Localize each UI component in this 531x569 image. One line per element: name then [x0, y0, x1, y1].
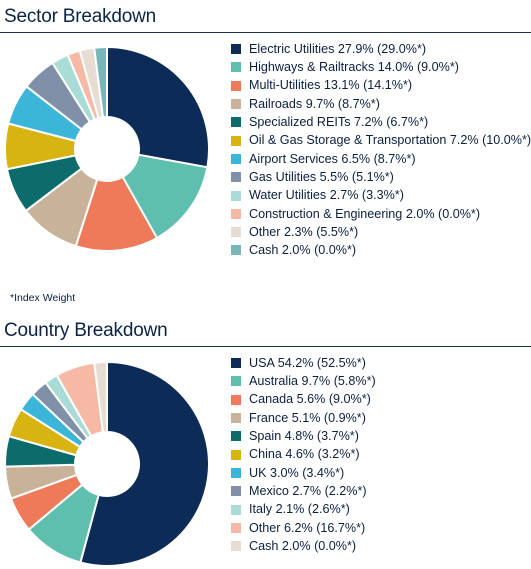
legend-label-electric-utilities: Electric Utilities 27.9% (29.0%*)	[249, 41, 427, 56]
legend-swatch-cash	[231, 541, 241, 552]
legend-swatch-china	[231, 449, 241, 460]
index-weight-footnote: *Index Weight	[10, 292, 76, 304]
legend-label-france: France 5.1% (0.9%*)	[249, 410, 366, 425]
legend-item-gas-utilities: Gas Utilities 5.5% (5.1%*)	[231, 168, 531, 186]
legend-item-spain: Spain 4.8% (3.7%*)	[231, 427, 376, 445]
legend-label-spain: Spain 4.8% (3.7%*)	[249, 429, 359, 444]
legend-item-australia: Australia 9.7% (5.8%*)	[231, 372, 376, 390]
country-title-divider	[0, 346, 531, 347]
legend-swatch-oil-and-gas-storage-and-transportation	[231, 135, 241, 146]
legend-swatch-airport-services	[231, 153, 241, 164]
legend-item-italy: Italy 2.1% (2.6%*)	[231, 500, 376, 518]
legend-swatch-cash	[231, 245, 241, 256]
legend-label-italy: Italy 2.1% (2.6%*)	[249, 502, 350, 517]
legend-label-specialized-reits: Specialized REITs 7.2% (6.7%*)	[249, 115, 429, 130]
legend-label-gas-utilities: Gas Utilities 5.5% (5.1%*)	[249, 169, 394, 184]
legend-swatch-france	[231, 413, 241, 424]
legend-label-cash: Cash 2.0% (0.0%*)	[249, 538, 357, 553]
sector-donut-chart	[4, 45, 210, 252]
legend-swatch-canada	[231, 394, 241, 405]
legend-swatch-other	[231, 227, 241, 238]
legend-swatch-railroads	[231, 99, 241, 110]
legend-item-airport-services: Airport Services 6.5% (8.7%*)	[231, 150, 531, 168]
slice-electric-utilities	[106, 45, 210, 169]
legend-item-cash: Cash 2.0% (0.0%*)	[231, 241, 531, 259]
legend-swatch-construction-and-engineering	[231, 208, 241, 219]
country-donut-chart	[4, 360, 210, 567]
legend-item-mexico: Mexico 2.7% (2.2%*)	[231, 482, 376, 500]
legend-item-cash: Cash 2.0% (0.0%*)	[231, 537, 376, 555]
legend-item-multi-utilities: Multi-Utilities 13.1% (14.1%*)	[231, 77, 531, 95]
sector-breakdown-title: Sector Breakdown	[4, 6, 157, 27]
legend-label-canada: Canada 5.6% (9.0%*)	[249, 392, 371, 407]
slice-cash	[93, 360, 108, 434]
legend-label-mexico: Mexico 2.7% (2.2%*)	[249, 483, 367, 498]
legend-label-china: China 4.6% (3.2%*)	[249, 447, 360, 462]
legend-item-usa: USA 54.2% (52.5%*)	[231, 354, 376, 372]
legend-item-electric-utilities: Electric Utilities 27.9% (29.0%*)	[231, 40, 531, 58]
legend-swatch-water-utilities	[231, 190, 241, 201]
country-legend: USA 54.2% (52.5%*) Australia 9.7% (5.8%*)…	[231, 354, 376, 555]
legend-swatch-mexico	[231, 486, 241, 497]
slice-usa	[79, 360, 210, 567]
legend-swatch-multi-utilities	[231, 80, 241, 91]
legend-label-oil-and-gas-storage-and-transportation: Oil & Gas Storage & Transportation 7.2% …	[249, 133, 531, 148]
legend-label-australia: Australia 9.7% (5.8%*)	[249, 374, 376, 389]
legend-item-highways-and-railtracks: Highways & Railtracks 14.0% (9.0%*)	[231, 58, 531, 76]
legend-swatch-highways-and-railtracks	[231, 62, 241, 73]
legend-label-water-utilities: Water Utilities 2.7% (3.3%*)	[249, 188, 404, 203]
legend-swatch-other	[231, 522, 241, 533]
legend-label-cash: Cash 2.0% (0.0%*)	[249, 243, 357, 258]
slice-cash	[93, 45, 108, 119]
legend-label-uk: UK 3.0% (3.4%*)	[249, 465, 345, 480]
sector-title-divider	[0, 32, 531, 33]
legend-swatch-spain	[231, 431, 241, 442]
legend-item-specialized-reits: Specialized REITs 7.2% (6.7%*)	[231, 113, 531, 131]
legend-swatch-specialized-reits	[231, 117, 241, 128]
country-breakdown-title: Country Breakdown	[4, 320, 168, 341]
legend-label-airport-services: Airport Services 6.5% (8.7%*)	[249, 151, 416, 166]
legend-label-usa: USA 54.2% (52.5%*)	[249, 355, 366, 370]
legend-label-other: Other 6.2% (16.7%*)	[249, 520, 366, 535]
legend-swatch-gas-utilities	[231, 172, 241, 183]
legend-item-oil-and-gas-storage-and-transportation: Oil & Gas Storage & Transportation 7.2% …	[231, 131, 531, 149]
legend-item-water-utilities: Water Utilities 2.7% (3.3%*)	[231, 186, 531, 204]
legend-item-railroads: Railroads 9.7% (8.7%*)	[231, 95, 531, 113]
legend-label-multi-utilities: Multi-Utilities 13.1% (14.1%*)	[249, 78, 413, 93]
legend-label-highways-and-railtracks: Highways & Railtracks 14.0% (9.0%*)	[249, 60, 459, 75]
sector-legend: Electric Utilities 27.9% (29.0%*) Highway…	[231, 40, 531, 260]
legend-item-other: Other 6.2% (16.7%*)	[231, 519, 376, 537]
legend-label-other: Other 2.3% (5.5%*)	[249, 224, 359, 239]
legend-label-construction-and-engineering: Construction & Engineering 2.0% (0.0%*)	[249, 206, 481, 221]
legend-swatch-australia	[231, 376, 241, 387]
slice-highways-and-railtracks	[121, 153, 209, 240]
legend-item-construction-and-engineering: Construction & Engineering 2.0% (0.0%*)	[231, 205, 531, 223]
legend-swatch-usa	[231, 358, 241, 369]
legend-label-railroads: Railroads 9.7% (8.7%*)	[249, 96, 380, 111]
legend-item-other: Other 2.3% (5.5%*)	[231, 223, 531, 241]
legend-swatch-uk	[231, 467, 241, 478]
legend-swatch-electric-utilities	[231, 44, 241, 55]
legend-item-france: France 5.1% (0.9%*)	[231, 409, 376, 427]
legend-item-canada: Canada 5.6% (9.0%*)	[231, 391, 376, 409]
legend-swatch-italy	[231, 504, 241, 515]
legend-item-china: China 4.6% (3.2%*)	[231, 445, 376, 463]
legend-item-uk: UK 3.0% (3.4%*)	[231, 464, 376, 482]
